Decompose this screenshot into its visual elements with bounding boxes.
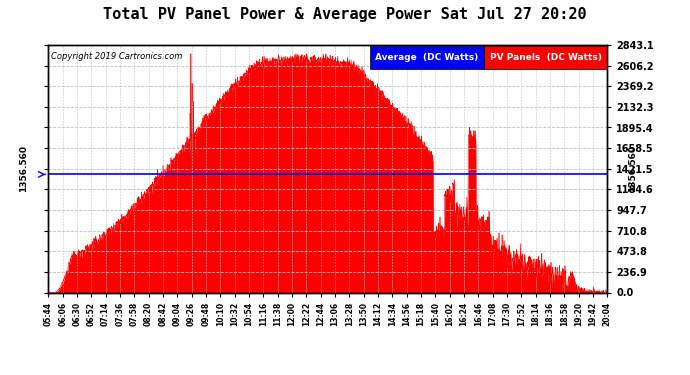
FancyBboxPatch shape — [484, 46, 607, 69]
Text: 1356.560: 1356.560 — [628, 145, 637, 192]
Text: Average  (DC Watts): Average (DC Watts) — [375, 53, 479, 62]
FancyBboxPatch shape — [370, 46, 484, 69]
Text: PV Panels  (DC Watts): PV Panels (DC Watts) — [490, 53, 602, 62]
Text: Total PV Panel Power & Average Power Sat Jul 27 20:20: Total PV Panel Power & Average Power Sat… — [104, 8, 586, 22]
Text: 1356.560: 1356.560 — [19, 145, 28, 192]
Text: Copyright 2019 Cartronics.com: Copyright 2019 Cartronics.com — [51, 53, 182, 62]
